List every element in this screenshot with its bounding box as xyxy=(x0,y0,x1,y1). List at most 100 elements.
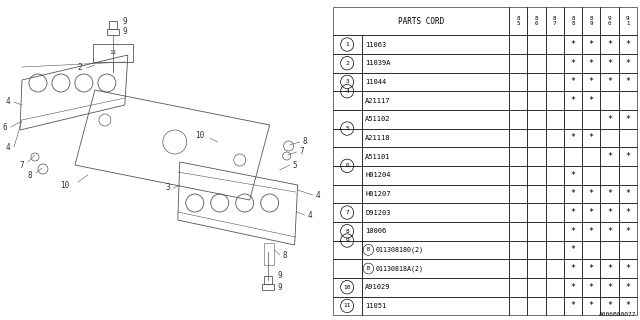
Text: 9: 9 xyxy=(277,284,282,292)
Text: 1: 1 xyxy=(345,42,349,47)
Text: *: * xyxy=(570,171,575,180)
Bar xyxy=(546,166,564,185)
Bar xyxy=(582,73,600,91)
Text: 11051: 11051 xyxy=(365,303,387,309)
Bar xyxy=(93,44,133,62)
Text: A21117: A21117 xyxy=(365,98,391,104)
Text: 4: 4 xyxy=(6,98,10,107)
Bar xyxy=(619,54,637,73)
Bar xyxy=(564,278,582,297)
Text: B: B xyxy=(367,247,370,252)
Text: *: * xyxy=(589,133,594,142)
Bar xyxy=(600,91,619,110)
Bar xyxy=(564,7,582,35)
Text: *: * xyxy=(589,301,594,310)
Bar xyxy=(527,222,546,241)
Bar xyxy=(564,54,582,73)
Bar xyxy=(546,147,564,166)
Text: *: * xyxy=(570,264,575,273)
Text: *: * xyxy=(589,227,594,236)
Bar xyxy=(582,7,600,35)
Bar xyxy=(333,129,362,147)
Bar xyxy=(509,222,527,241)
Bar xyxy=(564,259,582,278)
Bar xyxy=(600,185,619,203)
Bar xyxy=(509,91,527,110)
Bar xyxy=(509,203,527,222)
Bar xyxy=(509,259,527,278)
Bar xyxy=(527,110,546,129)
Bar xyxy=(582,35,600,54)
Text: *: * xyxy=(607,77,612,86)
Bar xyxy=(619,91,637,110)
Text: *: * xyxy=(607,152,612,161)
Text: A91029: A91029 xyxy=(365,284,391,290)
Bar xyxy=(582,297,600,315)
Text: 11063: 11063 xyxy=(365,42,387,48)
Bar xyxy=(333,203,362,222)
Bar xyxy=(509,129,527,147)
Text: 9: 9 xyxy=(345,238,349,243)
Text: *: * xyxy=(570,227,575,236)
Text: PARTS CORD: PARTS CORD xyxy=(398,17,444,26)
Text: H01204: H01204 xyxy=(365,172,391,178)
Bar xyxy=(527,7,546,35)
Text: 8: 8 xyxy=(28,171,32,180)
Bar xyxy=(362,185,509,203)
Bar xyxy=(582,222,600,241)
Bar xyxy=(264,276,271,284)
Text: *: * xyxy=(607,264,612,273)
Bar xyxy=(600,54,619,73)
Bar xyxy=(362,147,509,166)
Text: *: * xyxy=(570,189,575,198)
Bar xyxy=(600,110,619,129)
Bar xyxy=(600,166,619,185)
Bar xyxy=(333,147,362,166)
Text: *: * xyxy=(607,115,612,124)
Text: *: * xyxy=(625,189,630,198)
Bar xyxy=(600,297,619,315)
Bar xyxy=(509,7,527,35)
Bar xyxy=(509,73,527,91)
Bar xyxy=(600,129,619,147)
Bar xyxy=(546,185,564,203)
Bar xyxy=(546,278,564,297)
Text: *: * xyxy=(589,40,594,49)
Bar xyxy=(600,35,619,54)
Bar xyxy=(333,54,362,73)
Bar xyxy=(546,54,564,73)
Text: 9
1: 9 1 xyxy=(626,16,630,26)
Text: 10: 10 xyxy=(195,131,204,140)
Text: A51102: A51102 xyxy=(365,116,391,122)
Bar xyxy=(600,147,619,166)
Text: A21118: A21118 xyxy=(365,135,391,141)
Text: *: * xyxy=(625,115,630,124)
Text: *: * xyxy=(589,264,594,273)
Bar xyxy=(582,54,600,73)
Text: *: * xyxy=(625,59,630,68)
Bar xyxy=(546,129,564,147)
Bar xyxy=(362,129,509,147)
Text: 8: 8 xyxy=(282,251,287,260)
Bar xyxy=(509,166,527,185)
Bar xyxy=(582,241,600,259)
Bar xyxy=(333,278,362,297)
Text: *: * xyxy=(607,227,612,236)
Text: *: * xyxy=(607,301,612,310)
Bar xyxy=(619,129,637,147)
Bar xyxy=(546,110,564,129)
Text: *: * xyxy=(570,77,575,86)
Bar xyxy=(362,259,509,278)
Bar xyxy=(527,147,546,166)
Bar xyxy=(333,7,509,35)
Text: 7: 7 xyxy=(20,161,24,170)
Text: 11: 11 xyxy=(109,51,116,55)
Text: *: * xyxy=(625,77,630,86)
Text: *: * xyxy=(625,301,630,310)
Bar xyxy=(564,297,582,315)
Text: 8
5: 8 5 xyxy=(516,16,520,26)
Text: *: * xyxy=(625,264,630,273)
Bar xyxy=(564,129,582,147)
Bar xyxy=(527,166,546,185)
Bar xyxy=(333,297,362,315)
